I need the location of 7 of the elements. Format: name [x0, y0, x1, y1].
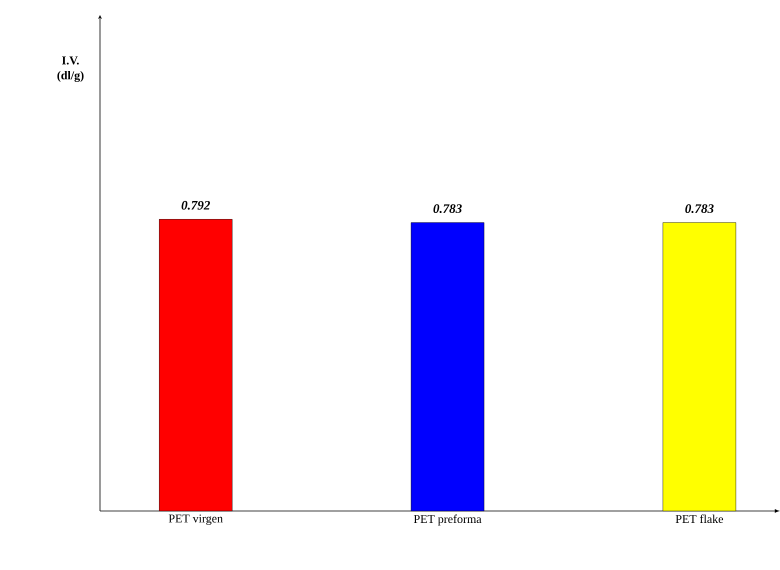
- data-label: 0.783: [433, 204, 462, 214]
- text: I.V. (dl/g): [57, 56, 84, 82]
- x-tick-label: PET virgen: [168, 514, 223, 526]
- x-tick-label: PET flake: [676, 514, 724, 524]
- data-label: 0.783: [685, 204, 714, 214]
- data-label: 0.792: [182, 200, 210, 210]
- x-tick-label: PET preforma: [414, 514, 482, 526]
